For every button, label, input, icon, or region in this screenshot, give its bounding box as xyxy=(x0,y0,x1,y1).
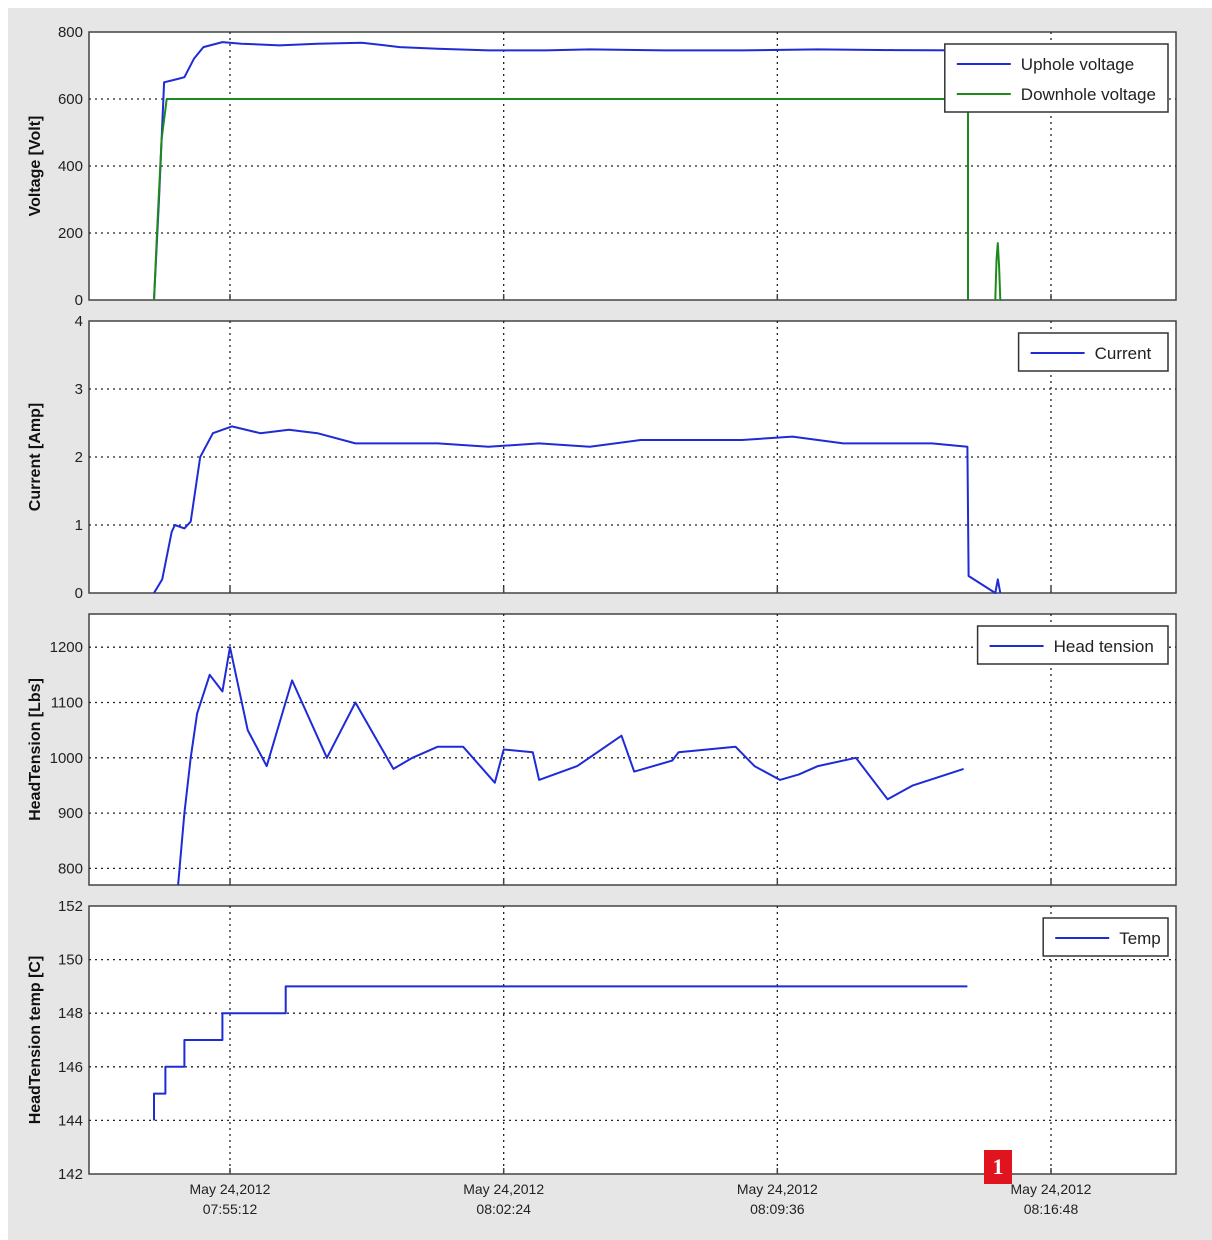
plot-area xyxy=(88,905,1177,1175)
y-tick-label: 400 xyxy=(58,158,83,175)
y-tick-label: 144 xyxy=(58,1112,83,1129)
y-tick-label: 1000 xyxy=(50,750,83,767)
x-tick-label-date: May 24,2012 xyxy=(190,1181,271,1197)
legend-box xyxy=(944,43,1169,113)
y-tick-label: 1200 xyxy=(50,639,83,656)
y-tick-label: 1100 xyxy=(51,694,83,711)
y-tick-label: 148 xyxy=(58,1005,83,1022)
legend-label: Temp xyxy=(1119,929,1161,948)
series-line xyxy=(994,242,1002,301)
marker-badge: 1 xyxy=(984,1150,1012,1184)
x-tick-label-time: 07:55:12 xyxy=(203,1201,258,1217)
y-axis-label: Current [Amp] xyxy=(27,403,44,511)
series-line xyxy=(177,646,964,886)
x-tick-label-date: May 24,2012 xyxy=(737,1181,818,1197)
x-tick-label-time: 08:09:36 xyxy=(750,1201,805,1217)
y-tick-label: 146 xyxy=(58,1059,83,1076)
x-tick-label-time: 08:16:48 xyxy=(1024,1201,1079,1217)
y-tick-label: 0 xyxy=(75,292,83,309)
legend-label: Current xyxy=(1095,344,1152,363)
x-tick-label-date: May 24,2012 xyxy=(1011,1181,1092,1197)
y-tick-label: 150 xyxy=(58,952,83,969)
y-tick-label: 3 xyxy=(75,381,83,398)
series-line xyxy=(153,425,1002,594)
figure-panel: 0 200 400 600 800 Voltage [Volt] Uphole voltag… xyxy=(8,8,1212,1240)
y-tick-label: 142 xyxy=(58,1166,83,1183)
x-tick-label-date: May 24,2012 xyxy=(463,1181,544,1197)
y-tick-label: 800 xyxy=(58,24,83,41)
y-tick-label: 2 xyxy=(75,449,83,466)
legend-label: Head tension xyxy=(1054,637,1154,656)
y-tick-label: 800 xyxy=(58,860,83,877)
x-tick-label-time: 08:02:24 xyxy=(476,1201,531,1217)
y-tick-label: 600 xyxy=(58,91,83,108)
y-axis-label: Voltage [Volt] xyxy=(27,116,44,217)
y-axis-label: HeadTension [Lbs] xyxy=(27,678,44,821)
legend-label: Downhole voltage xyxy=(1021,85,1156,104)
legend-label: Uphole voltage xyxy=(1021,55,1134,74)
series-line xyxy=(153,985,968,1121)
series-line xyxy=(153,41,968,301)
y-axis-label: HeadTension temp [C] xyxy=(27,956,44,1125)
chart-figure: 0 200 400 600 800 Voltage [Volt] Uphole voltag… xyxy=(27,24,1177,1217)
y-tick-label: 152 xyxy=(58,898,83,915)
y-tick-label: 1 xyxy=(75,517,83,534)
y-tick-label: 0 xyxy=(75,585,83,602)
y-tick-label: 900 xyxy=(58,805,83,822)
y-tick-label: 200 xyxy=(58,225,83,242)
y-tick-label: 4 xyxy=(75,313,83,330)
